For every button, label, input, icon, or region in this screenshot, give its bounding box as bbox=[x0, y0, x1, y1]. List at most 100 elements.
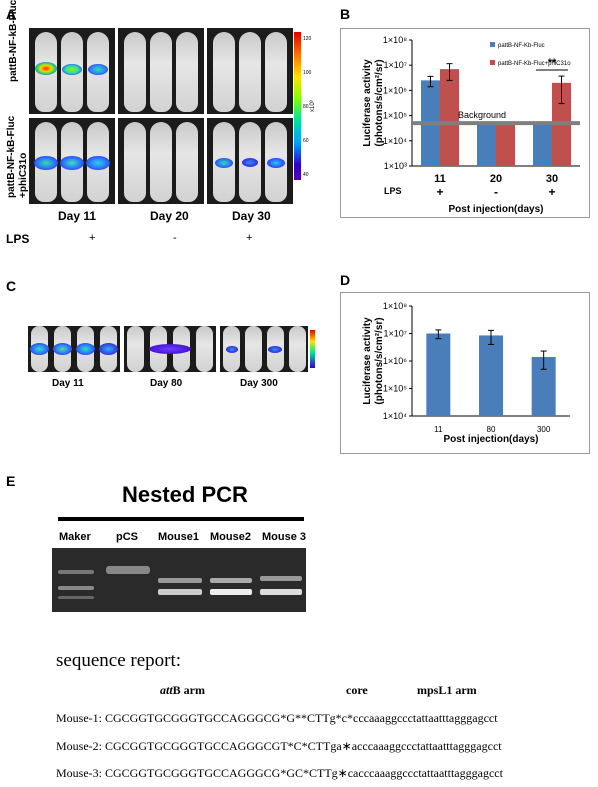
day-label: Day 11 bbox=[52, 378, 84, 389]
day-label: Day 300 bbox=[240, 378, 278, 389]
sequence-report-title: sequence report: bbox=[56, 650, 182, 671]
x-axis-label: Post injection(days) bbox=[443, 434, 538, 445]
lps-axis-label: LPS bbox=[384, 186, 402, 196]
panel-label-c: C bbox=[6, 278, 17, 294]
bar bbox=[479, 335, 503, 416]
bar bbox=[440, 69, 459, 166]
y-tick-label: 1×10⁸ bbox=[383, 35, 407, 45]
legend-label: pattB-NF-Kb-Fluc bbox=[498, 43, 545, 49]
panel-label-e: E bbox=[6, 473, 16, 489]
y-tick-label: 1×10⁶ bbox=[383, 85, 407, 95]
imaging-strip-c bbox=[28, 326, 320, 372]
colorbar-a-unit: x10³ bbox=[310, 100, 316, 112]
x-tick-label: 300 bbox=[537, 425, 551, 434]
imaging-tile bbox=[124, 326, 216, 372]
gel-lane-label: Mouse 3 bbox=[262, 531, 307, 543]
lps-sign: + bbox=[436, 185, 443, 199]
legend-swatch bbox=[490, 42, 495, 47]
bar bbox=[533, 123, 552, 166]
legend-label: pattB-NF-Kb-Fluc+phiC31o bbox=[498, 61, 571, 67]
mpsl1-arm-header: mpsL1 arm bbox=[417, 683, 477, 697]
y-axis-label: Luciferase activity bbox=[362, 317, 373, 405]
panel-a-row1-label: pattB-NF-kB-Fluc bbox=[8, 0, 19, 82]
attb-arm-header: attB arm bbox=[160, 683, 205, 698]
imaging-tile bbox=[220, 326, 308, 372]
colorbar-a-tick: 60 bbox=[303, 138, 309, 144]
y-tick-label: 1×10⁴ bbox=[383, 411, 407, 421]
y-tick-label: 1×10⁶ bbox=[383, 356, 407, 366]
bar bbox=[426, 333, 451, 416]
y-tick-label: 1×10⁵ bbox=[383, 111, 407, 121]
colorbar-a-tick: 100 bbox=[303, 70, 312, 76]
y-tick-label: 1×10⁴ bbox=[383, 136, 407, 146]
x-tick-label: 20 bbox=[490, 173, 502, 185]
imaging-tile bbox=[207, 118, 293, 204]
sequence-text: CGCGGTGCGGGTGCCAGGGCGT*C*CTTga∗acccaaagg… bbox=[105, 739, 502, 753]
gel-title-underline bbox=[58, 517, 304, 521]
sequence-label: Mouse-2: bbox=[56, 739, 102, 753]
gel-lane-label: Maker bbox=[59, 531, 91, 543]
background-label: Background bbox=[458, 110, 506, 120]
gel-lane-label: Mouse2 bbox=[210, 531, 251, 543]
gel-image bbox=[52, 548, 306, 612]
y-axis-label: (photons/s/cm²/sr) bbox=[374, 317, 385, 404]
day-label: Day 80 bbox=[150, 378, 183, 389]
day-label: Day 20 bbox=[150, 209, 189, 223]
x-axis-label: Post injection(days) bbox=[448, 204, 543, 215]
sequence-row: Mouse-3: CGCGGTGCGGGTGCCAGGGCG*GC*CTTg∗c… bbox=[56, 766, 503, 781]
day-label: Day 11 bbox=[58, 209, 97, 223]
significance-marker: ** bbox=[548, 57, 557, 69]
day-label: Day 30 bbox=[232, 209, 271, 223]
gel-lane-label: Mouse1 bbox=[158, 531, 199, 543]
imaging-grid-a bbox=[29, 28, 293, 204]
attb-arm-header-italic: att bbox=[160, 683, 173, 697]
bar bbox=[477, 123, 496, 166]
x-tick-label: 30 bbox=[546, 173, 558, 185]
lps-label: LPS bbox=[6, 232, 30, 246]
chart-d: 1×10⁴ 1×10⁵ 1×10⁶ 1×10⁷ 1×10⁸ Luciferase acti… bbox=[362, 301, 570, 445]
x-tick-label: 11 bbox=[434, 425, 443, 434]
imaging-tile bbox=[207, 28, 293, 114]
sequence-row: Mouse-1: CGCGGTGCGGGTGCCAGGGCG*G**CTTg*c… bbox=[56, 711, 498, 726]
panel-label-a: A bbox=[6, 6, 17, 22]
bar bbox=[496, 123, 515, 166]
lps-value: + bbox=[89, 232, 96, 244]
core-header: core bbox=[346, 683, 368, 697]
colorbar-a bbox=[294, 32, 301, 180]
gel-title: Nested PCR bbox=[122, 482, 248, 507]
lps-value: + bbox=[246, 232, 253, 244]
panel-a-row2-label: pattB-NF-kB-Fluc +phiC31o bbox=[6, 116, 30, 198]
y-tick-label: 1×10³ bbox=[384, 161, 407, 171]
chart-b: 1×10³ 1×10⁴ 1×10⁵ 1×10⁶ 1×10⁷ 1×10⁸ Luciferase… bbox=[362, 35, 580, 215]
x-tick-label: 11 bbox=[434, 173, 446, 185]
y-tick-label: 1×10⁵ bbox=[383, 384, 407, 394]
x-tick-label: 80 bbox=[487, 425, 496, 434]
colorbar-a-tick: 40 bbox=[303, 172, 309, 178]
colorbar-c bbox=[310, 330, 315, 368]
y-tick-label: 1×10⁷ bbox=[383, 329, 407, 339]
legend-swatch bbox=[490, 60, 495, 65]
imaging-tile bbox=[118, 118, 204, 204]
colorbar-a-tick: 80 bbox=[303, 104, 309, 110]
imaging-tile bbox=[118, 28, 204, 114]
lps-sign: - bbox=[494, 185, 498, 199]
gel-lane-label: pCS bbox=[116, 531, 138, 543]
panel-label-b: B bbox=[340, 6, 351, 22]
attb-arm-header-rest: B arm bbox=[172, 683, 205, 697]
y-axis-label: (photons/s/cm²/sr) bbox=[374, 59, 385, 146]
y-tick-label: 1×10⁷ bbox=[383, 60, 407, 70]
sequence-text: CGCGGTGCGGGTGCCAGGGCG*G**CTTg*c*cccaaagg… bbox=[105, 711, 498, 725]
imaging-tile bbox=[29, 118, 115, 204]
lps-value: - bbox=[173, 232, 177, 244]
panel-a-row2-label-line1: pattB-NF-kB-Fluc bbox=[6, 115, 17, 198]
lps-sign: + bbox=[548, 185, 555, 199]
panel-label-d: D bbox=[340, 272, 351, 288]
y-tick-label: 1×10⁸ bbox=[383, 301, 407, 311]
y-axis-label: Luciferase activity bbox=[362, 59, 373, 147]
imaging-tile bbox=[28, 326, 120, 372]
sequence-text: CGCGGTGCGGGTGCCAGGGCG*GC*CTTg∗cacccaaagg… bbox=[105, 766, 503, 780]
imaging-tile bbox=[29, 28, 115, 114]
sequence-row: Mouse-2: CGCGGTGCGGGTGCCAGGGCGT*C*CTTga∗… bbox=[56, 739, 502, 754]
sequence-label: Mouse-1: bbox=[56, 711, 102, 725]
colorbar-a-tick: 120 bbox=[303, 36, 312, 42]
